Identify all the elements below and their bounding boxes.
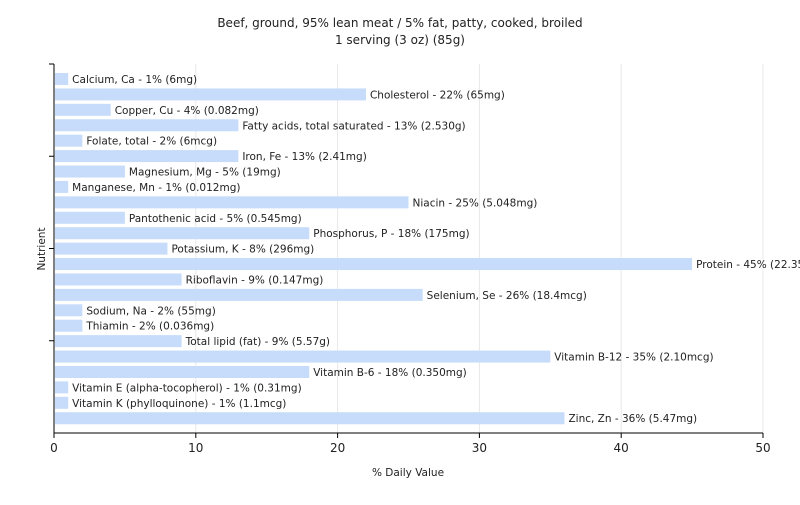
axes: 0 10 20 30 40 50: [49, 63, 771, 455]
bar: [55, 227, 310, 240]
bar: [55, 365, 310, 378]
bar: [55, 165, 125, 178]
chart-title: Beef, ground, 95% lean meat / 5% fat, pa…: [217, 16, 582, 30]
bar: [55, 242, 168, 255]
bar: [55, 350, 551, 363]
bar: [55, 304, 83, 317]
bar-label: Phosphorus, P - 18% (175mg): [313, 228, 469, 240]
bar-label: Copper, Cu - 4% (0.082mg): [115, 105, 259, 117]
bar: [55, 396, 69, 409]
bar: [55, 196, 409, 209]
bar: [55, 288, 423, 301]
bar: [55, 273, 182, 286]
bar-label: Thiamin - 2% (0.036mg): [85, 321, 214, 333]
bar-label: Riboflavin - 9% (0.147mg): [186, 274, 324, 286]
bar-label: Vitamin B-6 - 18% (0.350mg): [313, 367, 467, 379]
x-tick-label: 30: [472, 441, 487, 455]
bar-label: Total lipid (fat) - 9% (5.57g): [185, 336, 330, 348]
x-tick-label: 40: [614, 441, 629, 455]
bar: [55, 180, 69, 193]
bar: [55, 258, 693, 271]
bar-label: Calcium, Ca - 1% (6mg): [72, 74, 197, 86]
bars: Calcium, Ca - 1% (6mg) Cholesterol - 22% …: [55, 73, 800, 425]
bar-label: Vitamin E (alpha-tocopherol) - 1% (0.31m…: [72, 382, 302, 394]
bar-label: Zinc, Zn - 36% (5.47mg): [568, 413, 697, 425]
bar-label: Vitamin B-12 - 35% (2.10mcg): [554, 352, 713, 364]
x-tick-label: 20: [330, 441, 345, 455]
bar-label: Protein - 45% (22.35g): [696, 259, 800, 271]
bar-label: Folate, total - 2% (6mcg): [86, 136, 217, 148]
bar: [55, 134, 83, 147]
bar: [55, 381, 69, 394]
bar: [55, 211, 125, 224]
x-tick-label: 50: [755, 441, 770, 455]
y-axis-title: Nutrient: [36, 227, 48, 270]
x-tick-label: 0: [50, 441, 58, 455]
bar-label: Potassium, K - 8% (296mg): [171, 244, 314, 256]
bar: [55, 335, 182, 348]
bar: [55, 319, 83, 332]
bar-label: Selenium, Se - 26% (18.4mcg): [427, 290, 587, 302]
bar: [55, 119, 239, 132]
x-tick-label: 10: [188, 441, 203, 455]
bar-label: Magnesium, Mg - 5% (19mg): [129, 167, 281, 179]
bar: [55, 412, 565, 425]
bar: [55, 103, 111, 116]
bar: [55, 88, 366, 101]
bar-label: Iron, Fe - 13% (2.41mg): [242, 151, 366, 163]
chart-subtitle: 1 serving (3 oz) (85g): [335, 33, 465, 47]
bar: [55, 73, 69, 85]
bar-label: Vitamin K (phylloquinone) - 1% (1.1mcg): [72, 398, 286, 410]
bar-label: Niacin - 25% (5.048mg): [413, 197, 538, 209]
bar-label: Sodium, Na - 2% (55mg): [86, 305, 215, 317]
bar-label: Fatty acids, total saturated - 13% (2.53…: [242, 120, 465, 132]
bar: [55, 150, 239, 163]
bar-label: Pantothenic acid - 5% (0.545mg): [129, 213, 302, 225]
bar-label: Manganese, Mn - 1% (0.012mg): [72, 182, 240, 194]
x-axis-title: % Daily Value: [372, 467, 444, 479]
bar-label: Cholesterol - 22% (65mg): [370, 89, 505, 101]
